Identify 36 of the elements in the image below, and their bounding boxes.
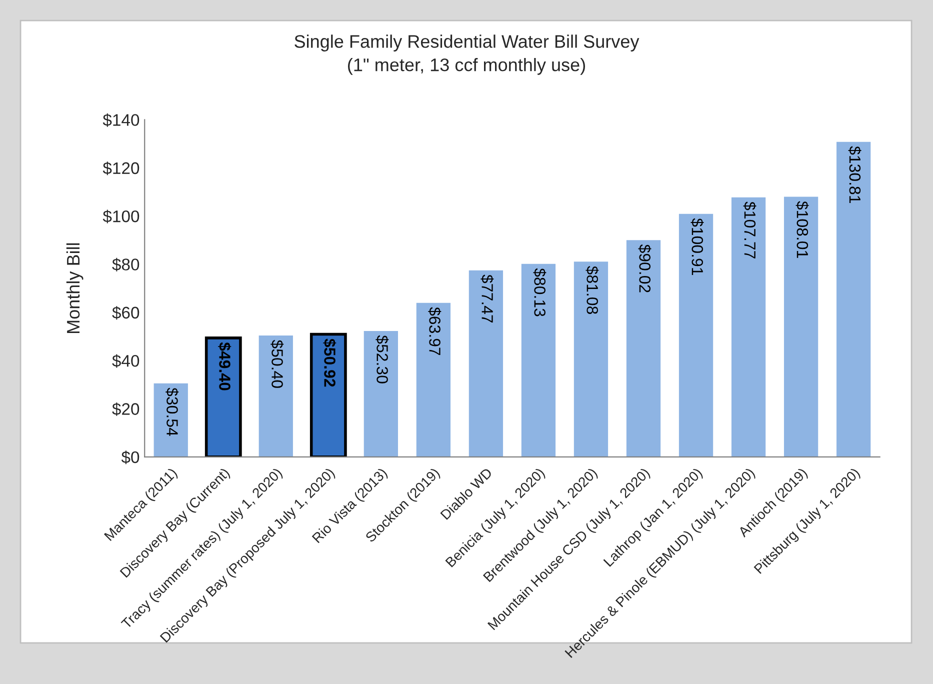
data-label: $63.97 [428,307,442,356]
data-label: $81.08 [586,266,599,314]
data-label: $52.30 [376,335,389,384]
bar [416,302,451,457]
bar [574,262,608,457]
y-tick-label: $0 [121,450,140,464]
data-label: $30.54 [166,388,179,436]
bar [731,197,766,457]
y-tick-label: $100 [102,210,140,224]
data-label: $130.81 [848,146,862,203]
y-tick-label: $140 [102,113,140,127]
data-label: $77.47 [480,274,494,323]
chart-title: Single Family Residential Water Bill Survey (1" meter, 13 ccf monthly use) [294,34,640,75]
bar [626,240,661,457]
data-label: $80.13 [533,268,546,316]
y-tick-label: $20 [112,402,140,416]
bar [784,196,818,457]
bar [678,214,714,457]
y-tick-label: $120 [102,162,140,176]
bar [521,264,556,457]
data-label: $107.77 [743,202,756,258]
bar [258,336,293,457]
data-label: $50.40 [270,340,284,388]
bar [468,270,504,457]
y-tick-label: $40 [112,354,140,368]
y-tick-label: $80 [112,258,140,272]
y-axis-title: Monthly Bill [66,243,84,333]
data-label: $108.01 [796,201,809,258]
bar [154,383,188,457]
bar [364,330,398,457]
data-label: $49.40 [218,342,232,390]
data-label: $90.02 [638,244,652,292]
data-label: $100.91 [690,218,704,275]
y-tick-label: $60 [112,306,140,320]
bar [836,142,871,457]
data-label: $50.92 [323,338,336,387]
